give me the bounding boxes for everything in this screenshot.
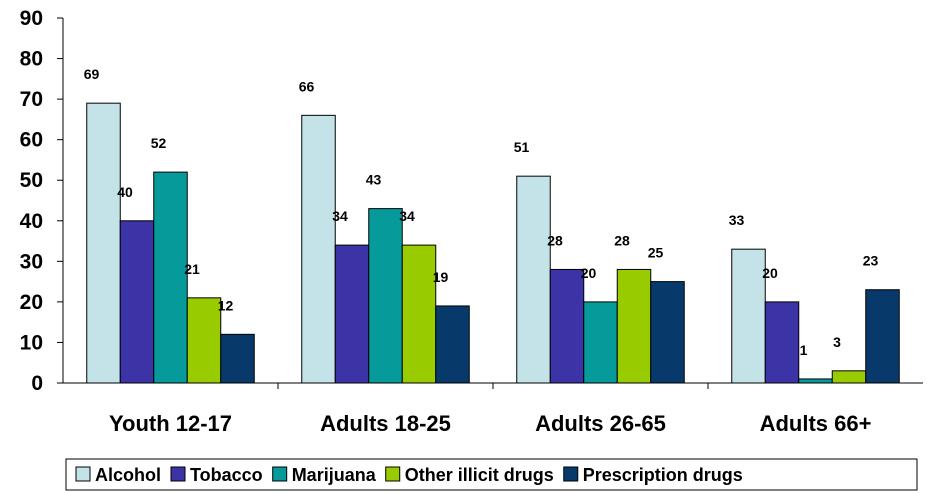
y-tick-label: 40 [20, 210, 43, 233]
data-label: 1 [800, 342, 808, 358]
y-tick-label: 90 [20, 7, 43, 30]
y-tick-label: 20 [20, 291, 43, 314]
y-tick-label: 30 [20, 250, 43, 273]
legend-swatch [272, 466, 288, 482]
bar [220, 333, 255, 384]
legend-swatch [170, 466, 186, 482]
data-label: 19 [433, 269, 449, 285]
bar [186, 297, 222, 384]
bar [650, 281, 685, 384]
bars [86, 102, 900, 384]
data-labels: 69 40 52 21 12 66 34 43 34 19 51 28 20 28 25 33 20 1 3 23 [84, 66, 879, 358]
bar [798, 378, 833, 384]
data-label: 40 [117, 184, 133, 200]
data-label: 51 [514, 139, 530, 155]
data-label: 28 [614, 232, 630, 248]
data-label: 20 [581, 265, 597, 281]
legend-label: Alcohol [95, 465, 161, 485]
data-label: 21 [184, 261, 200, 277]
bar [616, 268, 652, 384]
category-labels: Youth 12-17 Adults 18-25 Adults 26-65 Adult… [109, 411, 871, 436]
category-label: Adults 18-25 [320, 411, 451, 436]
bar [435, 305, 470, 384]
y-tick-label: 80 [20, 48, 43, 71]
y-tick-label: 0 [31, 372, 43, 395]
category-label: Adults 26-65 [535, 411, 666, 436]
data-label: 28 [547, 232, 563, 248]
data-label: 3 [833, 334, 841, 350]
data-label: 52 [151, 135, 167, 151]
bar [516, 175, 551, 384]
legend-label: Other illicit drugs [405, 465, 554, 485]
legend-label: Marijuana [292, 465, 377, 485]
bar [401, 244, 437, 384]
data-label: 66 [299, 78, 315, 94]
y-tick-label: 10 [20, 331, 43, 354]
bar [764, 301, 800, 384]
legend-label: Prescription drugs [583, 465, 743, 485]
bar [731, 248, 766, 384]
legend-swatch [385, 466, 401, 482]
legend: Alcohol Tobacco Marijuana Other illicit dru… [65, 458, 918, 491]
bar [831, 370, 867, 384]
data-label: 23 [863, 253, 879, 269]
y-tick-label: 70 [20, 88, 43, 111]
data-label: 25 [648, 245, 664, 261]
bar [549, 268, 585, 384]
legend-swatch [75, 466, 91, 482]
bar [153, 171, 188, 384]
category-label: Adults 66+ [760, 411, 872, 436]
category-label: Youth 12-17 [109, 411, 232, 436]
data-label: 69 [84, 66, 100, 82]
bar [334, 244, 370, 384]
data-label: 43 [366, 172, 382, 188]
y-tick-label: 50 [20, 169, 43, 192]
y-axis-tick-labels: 0 10 20 30 40 50 60 70 80 90 [20, 7, 43, 395]
bar [301, 114, 336, 384]
bar [865, 289, 900, 384]
bar [583, 301, 618, 384]
legend-label: Tobacco [190, 465, 263, 485]
data-label: 34 [399, 208, 415, 224]
bar [119, 220, 155, 384]
data-label: 33 [729, 212, 745, 228]
data-label: 12 [218, 297, 234, 313]
bar [368, 208, 403, 384]
y-tick-label: 60 [20, 129, 43, 152]
data-label: 20 [762, 265, 778, 281]
legend-box [65, 458, 918, 491]
bar [86, 102, 121, 384]
legend-swatch [563, 466, 579, 482]
data-label: 34 [332, 208, 348, 224]
